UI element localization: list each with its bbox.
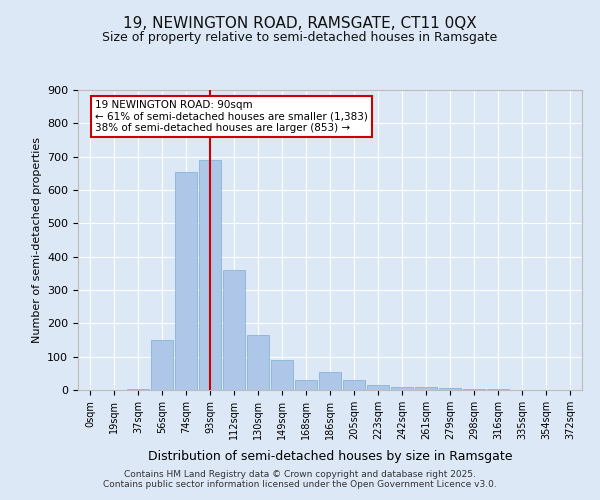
Text: Contains HM Land Registry data © Crown copyright and database right 2025.
Contai: Contains HM Land Registry data © Crown c… [103,470,497,489]
Bar [319,372,341,390]
X-axis label: Distribution of semi-detached houses by size in Ramsgate: Distribution of semi-detached houses by … [148,450,512,463]
Text: 19 NEWINGTON ROAD: 90sqm
← 61% of semi-detached houses are smaller (1,383)
38% o: 19 NEWINGTON ROAD: 90sqm ← 61% of semi-d… [95,100,368,133]
Bar [247,335,269,390]
Bar [415,388,437,390]
Bar [199,160,221,390]
Bar [343,380,365,390]
Bar [439,388,461,390]
Y-axis label: Number of semi-detached properties: Number of semi-detached properties [32,137,41,343]
Bar [295,380,317,390]
Bar [223,270,245,390]
Bar [367,385,389,390]
Bar [463,389,485,390]
Bar [151,340,173,390]
Text: Size of property relative to semi-detached houses in Ramsgate: Size of property relative to semi-detach… [103,31,497,44]
Bar [391,386,413,390]
Bar [271,360,293,390]
Bar [175,172,197,390]
Text: 19, NEWINGTON ROAD, RAMSGATE, CT11 0QX: 19, NEWINGTON ROAD, RAMSGATE, CT11 0QX [123,16,477,31]
